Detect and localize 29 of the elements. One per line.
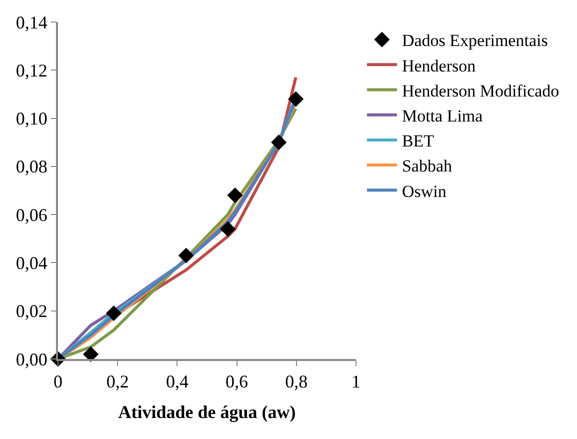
legend-label: Dados Experimentais: [402, 31, 548, 50]
x-tick-label: 0,4: [166, 372, 188, 392]
y-tick-label: 0,00: [16, 349, 48, 370]
x-tick-label: 1: [352, 372, 360, 392]
x-tick-label: 0,6: [226, 372, 248, 392]
point: [227, 188, 243, 204]
x-tick-label: 0,8: [285, 372, 308, 392]
legend-label: BET: [402, 132, 435, 151]
point: [106, 305, 122, 322]
y-tick-label: 0,12: [16, 60, 48, 80]
point: [220, 221, 236, 237]
legend-label: Henderson: [402, 56, 476, 76]
legend-label: Henderson Modificado: [402, 81, 560, 100]
point: [288, 91, 304, 107]
y-tick-label: 0,04: [16, 253, 48, 274]
point: [271, 134, 287, 150]
x-tick-label: 0: [54, 372, 62, 392]
y-tick-label: 0,10: [16, 108, 48, 129]
y-tick-label: 0,08: [16, 156, 48, 177]
y-tick-label: 0,14: [16, 12, 48, 32]
x-tick-label: 0,2: [106, 372, 129, 392]
point: [82, 346, 99, 362]
legend-label: Oswin: [402, 182, 447, 201]
x-axis-title: Atividade de água (aw): [118, 402, 296, 422]
legend-label: Motta Lima: [402, 106, 484, 126]
y-tick-label: 0,06: [16, 204, 48, 225]
legend-label: Sabbah: [402, 156, 453, 176]
point: [178, 248, 194, 264]
y-tick-label: 0,02: [16, 301, 48, 322]
